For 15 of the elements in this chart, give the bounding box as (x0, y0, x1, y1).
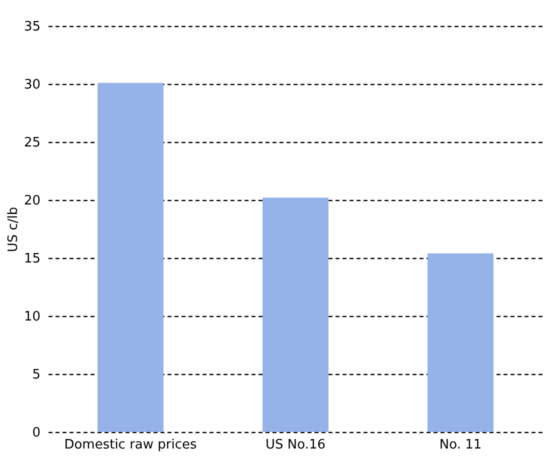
x-tick-label: No. 11 (439, 438, 482, 452)
y-tick-label: 20 (24, 194, 40, 208)
y-tick-label: 30 (24, 78, 40, 92)
x-tick-label: US No.16 (265, 438, 326, 452)
bar (262, 198, 328, 432)
bar (428, 253, 494, 432)
y-axis-title: US c/lb (6, 206, 21, 252)
y-tick-label: 15 (24, 252, 40, 266)
y-tick-label: 35 (24, 20, 40, 34)
y-tick-label: 5 (32, 368, 40, 382)
bar (98, 82, 164, 432)
y-tick-label: 25 (24, 136, 40, 150)
y-tick-label: 10 (24, 310, 40, 324)
y-tick-label: 0 (32, 426, 40, 440)
x-tick-label: Domestic raw prices (64, 438, 198, 452)
